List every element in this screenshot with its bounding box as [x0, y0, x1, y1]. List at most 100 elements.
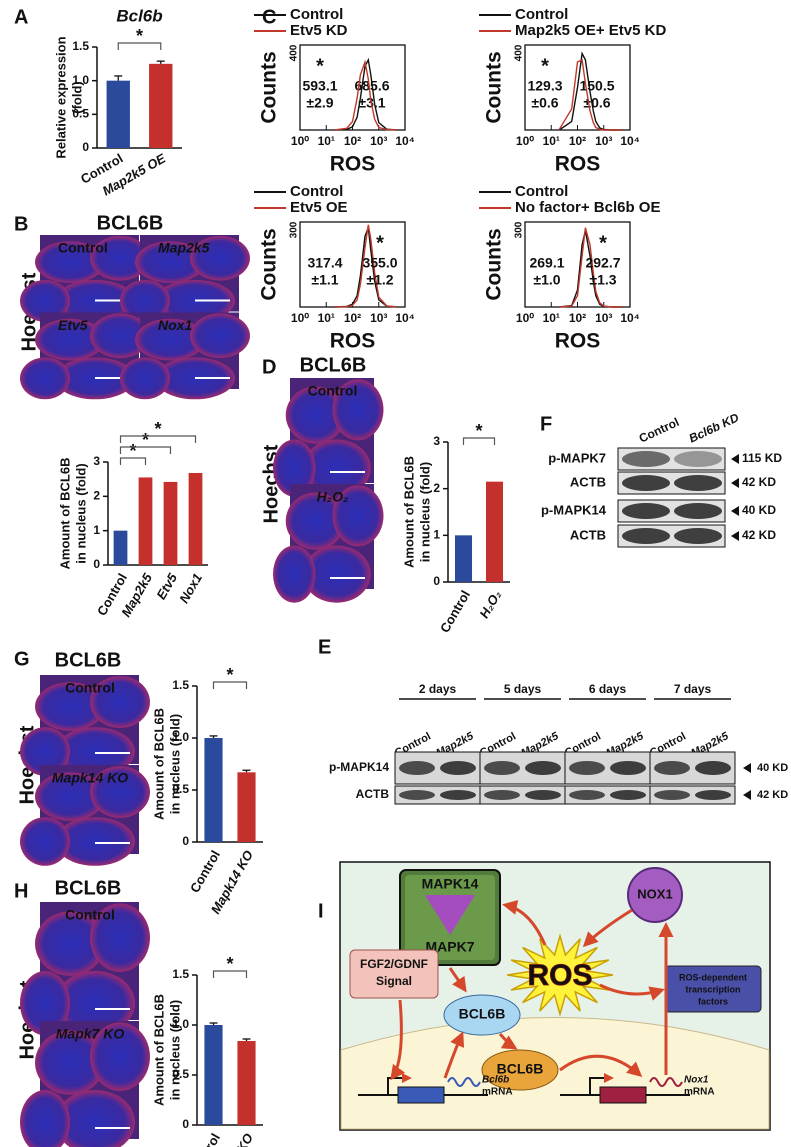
y-tick-label: 0 — [182, 1117, 189, 1131]
x-tick-label: 10¹ — [543, 311, 560, 325]
group-label: 6 days — [589, 682, 627, 696]
image-label: Control — [308, 383, 358, 399]
stat-mean: 317.4 — [307, 255, 342, 271]
x-tick-label: 10⁴ — [395, 134, 414, 148]
nucleus — [332, 485, 384, 547]
nucleus — [20, 279, 70, 322]
x-axis-label: ROS — [555, 153, 601, 176]
x-axis-label: ROS — [330, 153, 376, 176]
nucleus — [35, 318, 105, 361]
x-tick-label: 10³ — [595, 134, 612, 148]
significance-bracket — [212, 681, 248, 689]
blot-band — [622, 503, 670, 519]
legend-label: Control — [515, 6, 568, 23]
size-arrow — [743, 763, 751, 773]
x-axis-label: ROS — [555, 330, 601, 353]
nucleus — [35, 241, 105, 284]
y-axis-label: Counts — [483, 51, 506, 123]
significance-star: * — [599, 232, 607, 254]
histogram-line — [559, 227, 623, 308]
kinase-label: MAPK14 — [422, 876, 479, 892]
y-tick-label: 400 — [289, 44, 300, 61]
y-axis-label: Counts — [258, 51, 281, 123]
x-tick-label: 10⁰ — [291, 311, 309, 325]
blot-band — [674, 528, 722, 544]
y-tick-label: 3 — [93, 454, 100, 468]
panel-label: F — [540, 413, 552, 435]
group-label: 7 days — [674, 682, 712, 696]
x-tick-label: Control — [437, 588, 473, 636]
nucleus — [90, 235, 150, 281]
stat-sd: ±0.6 — [531, 95, 558, 111]
blot-band — [525, 761, 561, 775]
x-axis-label: ROS — [330, 330, 376, 353]
x-tick-label: 10² — [344, 134, 361, 148]
bar — [237, 772, 256, 842]
x-tick-label: 10³ — [595, 311, 612, 325]
kinase-label: MAPK7 — [425, 939, 474, 955]
histogram-line — [334, 59, 398, 131]
gene-product: mRNA — [482, 1087, 513, 1098]
arrow — [599, 983, 665, 1001]
legend-label: Control — [290, 6, 343, 23]
stat-mean: 355.0 — [362, 255, 397, 271]
stat-mean: 292.7 — [585, 255, 620, 271]
nucleus — [55, 971, 135, 1036]
bcl6b-label: BCL6B — [459, 1006, 506, 1022]
bar — [106, 80, 130, 148]
bar — [163, 481, 178, 565]
blot-band — [654, 761, 690, 775]
image-label: Mapk14 KO — [52, 770, 128, 786]
x-tick-label: H₂O₂ — [476, 588, 504, 621]
blot-band — [399, 761, 435, 775]
bar — [113, 530, 128, 565]
y-axis-label: in nucleus (fold) — [167, 714, 182, 814]
histogram-line — [558, 58, 623, 131]
x-tick-label: 10¹ — [318, 134, 335, 148]
y-tick-label: 300 — [514, 221, 525, 238]
nucleus — [135, 241, 205, 284]
x-tick-label: 10⁰ — [516, 311, 534, 325]
significance-star: * — [475, 421, 482, 441]
promoter-arrow — [589, 1073, 614, 1095]
size-arrow — [731, 454, 739, 464]
nucleus — [20, 1090, 70, 1147]
nucleus — [120, 357, 170, 400]
x-tick-label: 10² — [344, 311, 361, 325]
image-title: BCL6B — [55, 649, 122, 671]
y-tick-label: 1.0 — [72, 73, 89, 87]
significance-star: * — [376, 232, 384, 254]
signal-box — [349, 949, 439, 999]
nucleus — [55, 1090, 135, 1147]
image-label: Control — [65, 680, 115, 696]
nucleus — [273, 439, 316, 497]
y-axis-label: Counts — [483, 228, 506, 300]
panel-label: I — [318, 900, 324, 922]
tf-label: ROS-dependent — [679, 972, 747, 982]
x-tick-label: Control — [187, 848, 223, 896]
image-label: H₂O₂ — [317, 489, 349, 505]
blot-band — [695, 761, 731, 775]
arrow — [582, 908, 633, 948]
nucleus — [90, 766, 150, 818]
blot-band — [399, 790, 435, 800]
image-label: Control — [65, 907, 115, 923]
y-axis-label: (fold) — [69, 81, 84, 113]
size-label: 40 KD — [742, 503, 776, 517]
x-tick-label: 10⁴ — [395, 311, 414, 325]
nucleus — [35, 772, 105, 821]
y-tick-label: 1 — [93, 523, 100, 537]
significance-bracket — [119, 446, 172, 454]
x-tick-label: 10⁰ — [291, 134, 309, 148]
x-tick-label: 10⁴ — [620, 311, 639, 325]
x-tick-label: Control — [187, 1131, 223, 1147]
y-tick-label: 3 — [433, 434, 440, 448]
image-label: Map2k5 — [158, 240, 210, 256]
nucleus — [35, 1030, 105, 1095]
y-tick-label: 0.5 — [72, 107, 89, 121]
blot-band — [654, 790, 690, 800]
size-arrow — [731, 478, 739, 488]
stat-sd: ±1.3 — [589, 272, 616, 288]
blot-band — [569, 761, 605, 775]
nucleus — [90, 1022, 150, 1091]
